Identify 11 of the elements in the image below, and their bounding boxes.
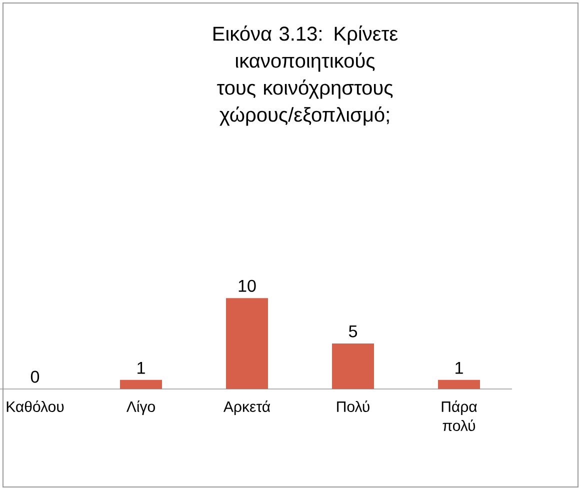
chart-title: Εικόνα 3.13: Κρίνετε ικανοποιητικούς τους κοινόχρηστους χώρους/εξοπλισμό; <box>214 26 398 126</box>
data-label: 5 <box>348 325 358 338</box>
data-label: 1 <box>138 362 145 374</box>
x-tick-label: Αρκετά <box>223 400 270 415</box>
x-tick-label: Πολύ <box>337 400 370 412</box>
data-label: 1 <box>456 362 463 374</box>
data-label: 0 <box>30 370 40 383</box>
x-tick-label: Καθόλου <box>6 400 64 412</box>
data-label: 10 <box>238 280 256 292</box>
x-tick-label: Πάρα πολύ <box>442 400 477 431</box>
x-tick-label: Λίγο <box>126 400 155 415</box>
